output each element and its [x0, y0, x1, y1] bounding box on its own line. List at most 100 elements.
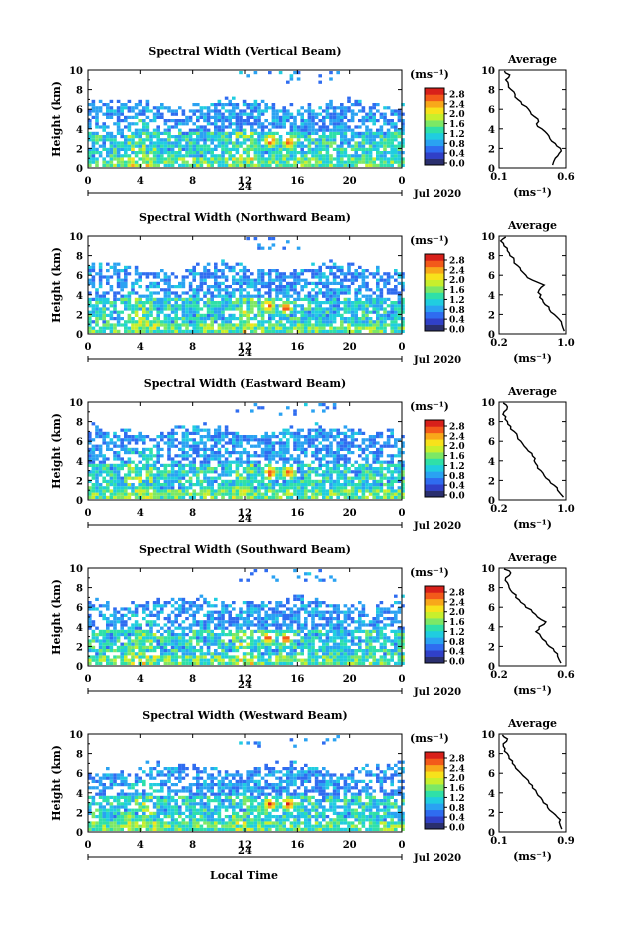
heatmap-cell	[188, 313, 193, 317]
heatmap-cell	[142, 435, 146, 439]
heatmap-cell	[95, 597, 99, 601]
heatmap-cell	[145, 109, 150, 113]
heatmap-cell	[343, 272, 348, 276]
heatmap-cell	[347, 163, 351, 167]
heatmap-cell	[192, 470, 196, 474]
heatmap-cell	[246, 275, 250, 279]
heatmap-cell	[282, 119, 286, 123]
heatmap-cell	[174, 431, 178, 435]
heatmap-cell	[318, 447, 322, 451]
heatmap-cell	[257, 323, 261, 327]
heatmap-cell	[401, 304, 405, 308]
heatmap-cell	[264, 476, 268, 480]
heatmap-cell	[98, 463, 103, 467]
heatmap-cell	[221, 144, 225, 148]
heatmap-cell	[178, 281, 182, 285]
heatmap-cell	[149, 613, 153, 617]
heatmap-cell	[250, 115, 254, 119]
heatmap-cell	[206, 633, 211, 637]
heatmap-cell	[257, 297, 261, 301]
heatmap-cell	[232, 109, 236, 113]
heatmap-cell	[365, 112, 369, 116]
heatmap-cell	[394, 154, 398, 158]
heatmap-cell	[293, 470, 297, 474]
heatmap-cell	[293, 323, 297, 327]
heatmap-cell	[275, 278, 279, 282]
heatmap-cell	[397, 470, 402, 474]
heatmap-cell	[174, 112, 178, 116]
heatmap-cell	[271, 457, 276, 461]
heatmap-cell	[160, 115, 164, 119]
heatmap-cell	[116, 119, 121, 123]
heatmap-cell	[278, 151, 283, 155]
heatmap-cell	[124, 326, 128, 330]
heatmap-cell	[361, 307, 366, 311]
heatmap-cell	[127, 486, 132, 490]
heatmap-cell	[386, 489, 391, 493]
heatmap-cell	[88, 160, 92, 164]
heatmap-cell	[257, 454, 261, 458]
heatmap-cell	[131, 639, 135, 643]
heatmap-cell	[329, 135, 333, 139]
heatmap-cell	[318, 291, 322, 295]
heatmap-cell	[91, 275, 96, 279]
heatmap-cell	[113, 265, 117, 269]
heatmap-cell	[242, 435, 247, 439]
colorbar-segment	[425, 139, 444, 147]
heatmap-cell	[386, 438, 391, 442]
heatmap-cell	[120, 649, 124, 653]
heatmap-cell	[206, 601, 211, 605]
heatmap-cell	[260, 323, 265, 327]
heatmap-cell	[347, 489, 351, 493]
heatmap-cell	[152, 163, 157, 167]
heatmap-cell	[311, 297, 315, 301]
heatmap-cell	[358, 320, 362, 324]
heatmap-cell	[192, 428, 196, 432]
heatmap-cell	[386, 492, 391, 496]
heatmap-cell	[106, 435, 110, 439]
heatmap-cell	[311, 138, 315, 142]
heatmap-cell	[138, 483, 142, 487]
heatmap-cell	[253, 460, 258, 464]
heatmap-cell	[196, 262, 200, 266]
heatmap-cell	[293, 281, 297, 285]
heatmap-cell	[206, 323, 211, 327]
heatmap-cell	[142, 441, 146, 445]
heatmap-cell	[178, 476, 182, 480]
heatmap-cell	[156, 470, 160, 474]
heatmap-cell	[163, 629, 168, 633]
heatmap-cell	[192, 112, 196, 116]
heatmap-cell	[332, 112, 337, 116]
heatmap-cell	[113, 655, 117, 659]
heatmap-cell	[199, 428, 204, 432]
heatmap-cell	[246, 112, 250, 116]
heatmap-cell	[322, 428, 326, 432]
heatmap-cell	[347, 467, 351, 471]
heatmap-cell	[91, 604, 96, 608]
heatmap-cell	[131, 317, 135, 321]
heatmap-cell	[347, 119, 351, 123]
heatmap-cell	[199, 160, 204, 164]
heatmap-cell	[185, 119, 189, 123]
heatmap-cell	[188, 138, 193, 142]
heatmap-cell	[271, 441, 276, 445]
heatmap-cell	[232, 495, 236, 499]
heatmap-cell	[336, 310, 340, 314]
heatmap-cell	[379, 157, 384, 161]
heatmap-cell	[167, 435, 171, 439]
heatmap-cell	[170, 492, 175, 496]
heatmap-cell	[347, 269, 351, 273]
heatmap-cell	[228, 141, 232, 145]
profile-line	[503, 70, 563, 166]
heatmap-cell	[242, 265, 247, 269]
heatmap-cell	[235, 163, 240, 167]
y-tick-label: 8	[76, 86, 83, 97]
heatmap-cell	[232, 141, 236, 145]
heatmap-cell	[314, 131, 319, 135]
heatmap-cell	[214, 265, 218, 269]
heatmap-cell	[134, 467, 139, 471]
heatmap-cell	[102, 460, 106, 464]
heatmap-cell	[156, 326, 160, 330]
heatmap-cell	[264, 125, 268, 129]
heatmap-cell	[239, 438, 243, 442]
